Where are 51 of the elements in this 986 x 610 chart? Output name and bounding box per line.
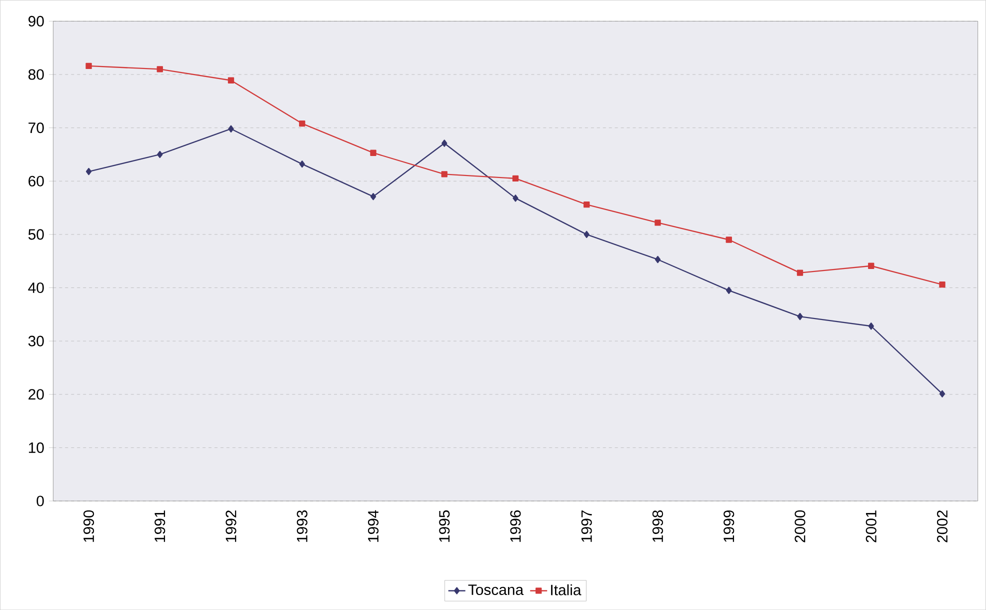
point [939, 281, 946, 288]
point [868, 322, 874, 330]
y-tick-label: 50 [28, 229, 44, 240]
point [584, 230, 590, 238]
y-tick-label: 80 [28, 69, 44, 80]
y-tick-label: 60 [28, 176, 44, 186]
x-tick-label: 1998 [652, 510, 664, 542]
point [157, 150, 163, 158]
point [86, 168, 92, 176]
point [654, 256, 661, 264]
point [796, 270, 804, 276]
legend-label: Toscana [468, 584, 524, 595]
point [868, 262, 874, 269]
point [228, 125, 234, 132]
point [228, 77, 234, 84]
point [370, 150, 376, 156]
point [726, 236, 732, 243]
x-tick-label: 1994 [368, 510, 379, 542]
y-tick-label: 20 [28, 389, 44, 400]
point [797, 312, 803, 320]
x-tick-label: 1991 [154, 510, 166, 542]
y-tick-label: 90 [28, 16, 44, 26]
x-tick-label: 2002 [936, 510, 948, 542]
y-tick-label: 40 [28, 282, 44, 293]
point [939, 390, 946, 398]
point [512, 175, 519, 182]
x-tick-label: 2001 [866, 510, 876, 542]
x-tick-label: 1999 [724, 510, 734, 542]
x-tick-label: 1997 [581, 510, 592, 542]
x-tick-label: 1996 [510, 510, 521, 542]
point [441, 171, 448, 178]
point [584, 201, 590, 208]
y-tick-label: 0 [36, 496, 44, 506]
y-tick-label: 10 [28, 442, 44, 453]
point [299, 120, 306, 127]
point [86, 62, 92, 69]
point [442, 140, 448, 147]
point [156, 66, 163, 72]
legend-label: Italia [551, 584, 582, 596]
point [726, 286, 732, 294]
y-tick-label: 70 [28, 122, 44, 134]
x-tick-label: 1993 [296, 510, 308, 542]
point [370, 192, 376, 200]
point [654, 220, 661, 226]
point [299, 160, 305, 168]
x-tick-label: 1995 [439, 510, 450, 542]
x-tick-label: 2000 [794, 510, 806, 542]
x-tick-label: 1992 [226, 510, 236, 542]
x-tick-label: 1990 [83, 510, 94, 542]
y-tick-label: 30 [28, 336, 44, 346]
point [512, 194, 518, 202]
